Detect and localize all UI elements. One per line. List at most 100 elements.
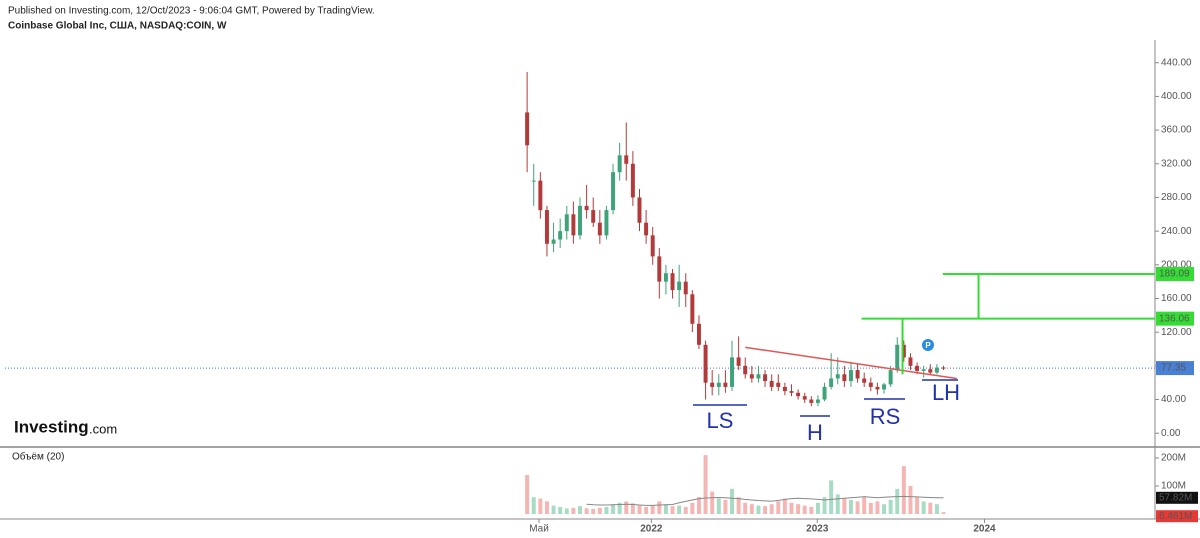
volume-bar — [650, 505, 655, 514]
pattern-label: H — [807, 420, 823, 445]
candle-body — [921, 369, 926, 371]
volume-bar — [644, 506, 649, 514]
volume-bar — [895, 488, 900, 514]
x-tick-label: 2022 — [640, 524, 663, 535]
candle-body — [696, 323, 701, 345]
candle-body — [769, 381, 774, 387]
volume-bar — [796, 504, 801, 514]
volume-bar — [901, 466, 906, 514]
candle-body — [782, 386, 787, 392]
candle-body — [571, 214, 576, 236]
neckline — [745, 346, 957, 380]
candle-body — [703, 344, 708, 383]
volume-bar — [531, 497, 536, 514]
y-tick-label: 120.00 — [1161, 327, 1192, 338]
candle-body — [637, 197, 642, 223]
candle-body — [630, 163, 635, 198]
volume-bar — [749, 504, 754, 514]
candle-body — [756, 374, 761, 379]
volume-bar — [723, 499, 728, 514]
volume-bar — [544, 501, 549, 514]
candle-body — [578, 205, 582, 236]
y-tick-label: 0.00 — [1161, 428, 1181, 439]
volume-bar — [677, 505, 682, 514]
candle-body — [663, 273, 668, 282]
candle-body — [875, 386, 880, 390]
candle-body — [822, 386, 827, 400]
target-tag-label: 189.09 — [1159, 269, 1190, 280]
candle-body — [928, 369, 933, 373]
y-tick-label: 40.00 — [1161, 394, 1186, 405]
volume-bar — [663, 504, 668, 514]
candle-body — [564, 214, 569, 232]
volume-bar — [829, 480, 834, 514]
volume-bar — [769, 504, 774, 514]
candle-body — [802, 396, 807, 400]
volume-bar — [690, 502, 695, 514]
candle-body — [835, 374, 840, 379]
candle-body — [763, 374, 768, 382]
volume-bar — [611, 504, 616, 514]
candle-body — [644, 222, 649, 236]
candle-body — [624, 155, 629, 164]
volume-bar — [525, 475, 530, 514]
volume-bar — [915, 497, 920, 514]
candle-body — [525, 112, 530, 146]
volume-bar — [868, 502, 873, 514]
candle-body — [743, 365, 748, 375]
volume-bar — [763, 506, 768, 514]
candle-body — [934, 367, 939, 373]
volume-bar — [630, 503, 635, 514]
marker-icon-text: P — [925, 341, 931, 350]
volume-tick-label: 200M — [1161, 453, 1186, 464]
candle-body — [941, 367, 946, 369]
candle-body — [882, 384, 887, 390]
volume-bar — [756, 505, 761, 514]
volume-bar — [888, 499, 893, 514]
candle-body — [657, 256, 662, 282]
volume-bar — [591, 508, 596, 514]
candle-body — [591, 210, 596, 223]
candle-body — [710, 382, 715, 387]
candle-body — [723, 382, 728, 387]
volume-bar — [782, 498, 787, 514]
x-tick-label: 2024 — [973, 524, 996, 535]
volume-bar — [921, 501, 926, 514]
candle-body — [677, 281, 682, 291]
volume-bar — [683, 506, 688, 514]
y-tick-label: 320.00 — [1161, 158, 1192, 169]
volume-bar — [578, 506, 582, 514]
volume-bar — [809, 506, 814, 514]
y-tick-label: 400.00 — [1161, 91, 1192, 102]
volume-bar — [941, 512, 946, 514]
volume-bar — [736, 497, 741, 514]
candle-body — [895, 344, 900, 371]
candle-body — [789, 391, 794, 393]
candle-body — [868, 382, 873, 387]
volume-tag — [1156, 510, 1198, 523]
candle-body — [848, 370, 853, 382]
volume-bar — [934, 504, 939, 514]
volume-bar — [835, 494, 840, 514]
volume-tag-label: 6.461M — [1159, 511, 1192, 522]
candle-body — [650, 235, 655, 257]
candle-body — [730, 357, 734, 387]
marker-icon — [922, 339, 934, 351]
last-price-tag — [1156, 361, 1194, 376]
y-tick-label: 160.00 — [1161, 293, 1192, 304]
candle-body — [796, 392, 801, 397]
candle-body — [670, 273, 675, 291]
target-tag — [1156, 311, 1194, 326]
candle-body — [558, 231, 563, 240]
volume-ma-line — [586, 495, 944, 506]
candle-body — [736, 357, 741, 366]
candle-body — [862, 378, 867, 383]
candle-body — [617, 155, 622, 173]
volume-bar — [882, 504, 887, 514]
candle-body — [915, 365, 920, 371]
volume-bar — [637, 505, 642, 514]
x-tick-label: 2023 — [806, 524, 829, 535]
y-tick-label: 200.00 — [1161, 259, 1192, 270]
volume-bar — [703, 455, 708, 514]
